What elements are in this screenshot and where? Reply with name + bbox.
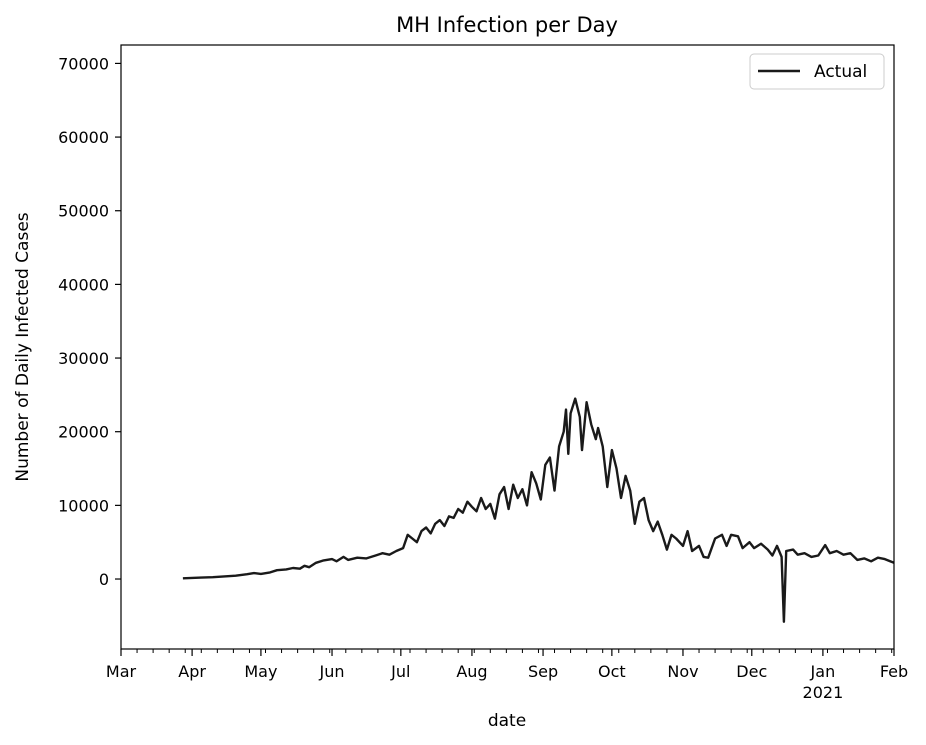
x-tick-label: May (244, 662, 277, 681)
legend-box (749, 53, 885, 90)
y-axis-label: Number of Daily Infected Cases (13, 212, 33, 481)
legend: Actual (749, 53, 885, 90)
y-tick-label: 20000 (58, 423, 109, 442)
y-tick-label: 60000 (58, 128, 109, 147)
chart-title: MH Infection per Day (396, 13, 618, 37)
x-tick-label: Jan (810, 662, 836, 681)
y-tick-label: 10000 (58, 496, 109, 515)
x-tick-label: Oct (598, 662, 626, 681)
x-tick-label: Jun (319, 662, 345, 681)
x-tick-label: Dec (736, 662, 767, 681)
series-line-actual (182, 397, 895, 623)
x-axis-label: date (488, 711, 526, 731)
y-tick-label: 40000 (58, 275, 109, 294)
legend-label-actual: Actual (814, 62, 867, 82)
x-axis-ticks: Mar Apr May Jun Jul Aug Sep Oct Nov Dec Jan 2021 Feb (106, 649, 908, 702)
y-tick-label: 50000 (58, 202, 109, 221)
x-tick-label: Feb (880, 662, 908, 681)
x-tick-sublabel: 2021 (803, 683, 844, 702)
x-tick-label: Aug (456, 662, 487, 681)
x-tick-label: Apr (178, 662, 206, 681)
y-tick-label: 0 (99, 570, 109, 589)
plot-frame (120, 44, 895, 650)
y-tick-label: 70000 (58, 54, 109, 73)
y-tick-label: 30000 (58, 349, 109, 368)
y-axis-ticks: 0 10000 20000 30000 40000 50000 60000 70000 (58, 54, 121, 589)
x-tick-label: Nov (667, 662, 698, 681)
x-tick-label: Mar (106, 662, 137, 681)
series-layer (182, 397, 895, 623)
x-tick-label: Jul (390, 662, 410, 681)
x-tick-label: Sep (528, 662, 558, 681)
